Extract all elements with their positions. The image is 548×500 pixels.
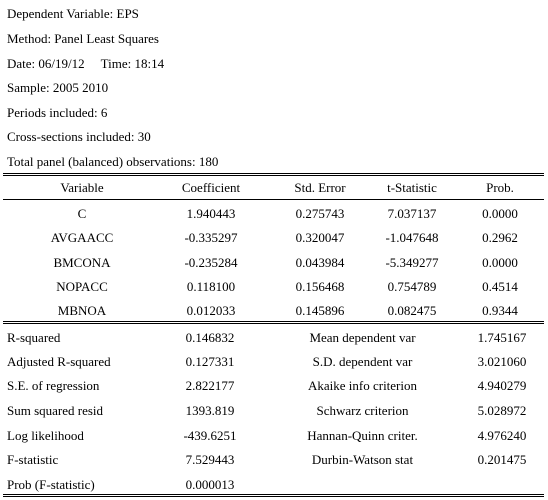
row-prob: 0.2962 (482, 230, 518, 245)
row-variable: AVGAACC (50, 230, 114, 245)
row-std-error: 0.145896 (295, 303, 345, 318)
row-std-error: 0.156468 (295, 279, 345, 294)
stat-value: 0.127331 (185, 354, 235, 369)
table-bottom-rule (3, 494, 544, 497)
col-coefficient: Coefficient (181, 180, 241, 195)
stat-value: 2.822177 (185, 378, 235, 393)
stat-value: 0.000013 (185, 477, 235, 492)
row-prob: 0.0000 (482, 255, 518, 270)
method-line: Method: Panel Least Squares (7, 31, 159, 46)
stat-label: F-statistic (7, 452, 59, 467)
col-std-error: Std. Error (294, 180, 346, 195)
stat-value-2: 5.028972 (477, 403, 527, 418)
table-header-rule (3, 199, 544, 200)
row-t-statistic: 0.082475 (387, 303, 437, 318)
row-variable: MBNOA (57, 303, 107, 318)
row-coefficient: -0.235284 (184, 255, 238, 270)
stat-value: 0.146832 (185, 330, 235, 345)
row-coefficient: 1.940443 (186, 206, 236, 221)
row-t-statistic: -1.047648 (385, 230, 439, 245)
stat-label: Sum squared resid (7, 403, 104, 418)
row-coefficient: 0.118100 (186, 279, 236, 294)
col-prob: Prob. (486, 180, 514, 195)
dependent-variable-line: Dependent Variable: EPS (7, 6, 139, 21)
stat-label-2: S.D. dependent var (312, 354, 413, 369)
row-coefficient: 0.012033 (186, 303, 236, 318)
periods-line: Periods included: 6 (7, 105, 108, 120)
stat-label: Adjusted R-squared (7, 354, 111, 369)
stat-label: Log likelihood (7, 428, 84, 443)
stat-value-2: 4.976240 (477, 428, 527, 443)
stat-label-2: Durbin-Watson stat (311, 452, 414, 467)
col-variable: Variable (60, 180, 104, 195)
date-time-line: Date: 06/19/12 Time: 18:14 (7, 56, 164, 72)
table-middle-rule (3, 321, 544, 324)
row-prob: 0.9344 (482, 303, 518, 318)
stat-label-2: Akaike info criterion (307, 378, 417, 393)
col-t-statistic: t-Statistic (387, 180, 437, 195)
row-std-error: 0.320047 (295, 230, 345, 245)
stat-value: -439.6251 (183, 428, 237, 443)
row-coefficient: -0.335297 (184, 230, 238, 245)
stat-label: R-squared (7, 330, 61, 345)
row-t-statistic: -5.349277 (385, 255, 439, 270)
stat-value: 1393.819 (185, 403, 235, 418)
stat-value-2: 0.201475 (477, 452, 527, 467)
stat-value: 7.529443 (185, 452, 235, 467)
stat-value-2: 3.021060 (477, 354, 527, 369)
row-std-error: 0.043984 (295, 255, 345, 270)
row-prob: 0.4514 (482, 279, 518, 294)
stat-label-2: Schwarz criterion (316, 403, 409, 418)
stat-label: Prob (F-statistic) (7, 477, 95, 492)
time-text: Time: 18:14 (100, 56, 165, 71)
stat-label-2: Hannan-Quinn criter. (307, 428, 418, 443)
row-t-statistic: 7.037137 (387, 206, 437, 221)
stat-value-2: 1.745167 (477, 330, 527, 345)
stat-label: S.E. of regression (7, 378, 100, 393)
stat-value-2: 4.940279 (477, 378, 527, 393)
cross-sections-line: Cross-sections included: 30 (7, 129, 151, 144)
row-variable: C (77, 206, 87, 221)
table-top-rule (3, 173, 544, 176)
observations-line: Total panel (balanced) observations: 180 (7, 154, 219, 169)
stat-label-2: Mean dependent var (309, 330, 416, 345)
row-variable: NOPACC (56, 279, 108, 294)
row-std-error: 0.275743 (295, 206, 345, 221)
row-variable: BMCONA (53, 255, 111, 270)
date-text: Date: 06/19/12 (7, 56, 85, 71)
sample-line: Sample: 2005 2010 (7, 80, 109, 95)
row-t-statistic: 0.754789 (387, 279, 437, 294)
row-prob: 0.0000 (482, 206, 518, 221)
